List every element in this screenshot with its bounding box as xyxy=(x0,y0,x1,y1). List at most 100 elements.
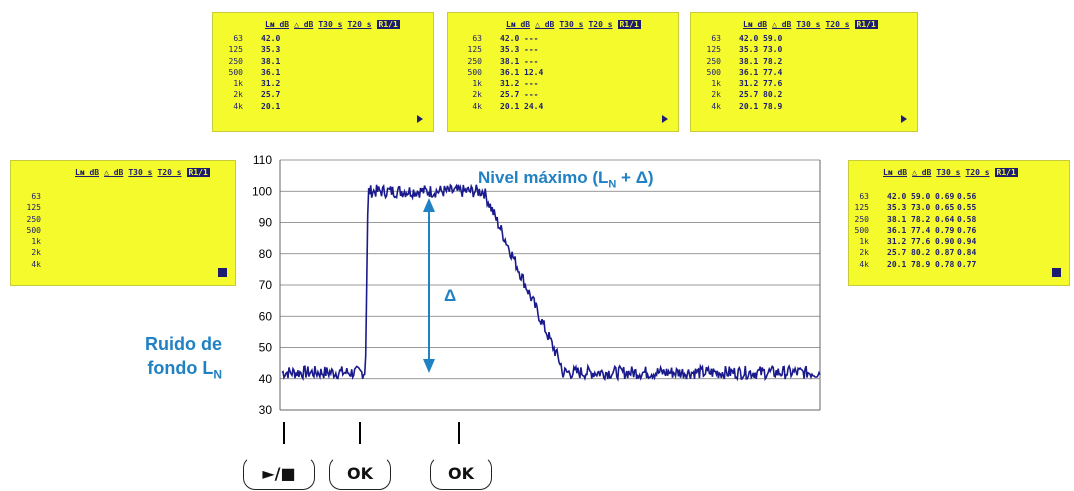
lcd-row: 2k 25.7 80.2 0.87 0.84 xyxy=(849,247,1069,258)
play-indicator-icon xyxy=(417,115,423,123)
freq-label: 4k xyxy=(233,101,243,111)
value-t20: 0.58 xyxy=(957,214,977,224)
freq-label: 63 xyxy=(472,34,482,43)
value-delta: 77.6 xyxy=(763,79,783,89)
freq-label: 4k xyxy=(472,101,482,111)
y-tick-label: 50 xyxy=(259,341,273,355)
lcd-row: 250 38.1 78.2 xyxy=(691,56,917,67)
lcd-row: 1k 31.2 77.6 0.90 0.94 xyxy=(849,236,1069,247)
freq-label: 125 xyxy=(26,203,41,213)
lcd-row: 125 35.3 73.0 xyxy=(691,44,917,55)
value-delta: 78.9 xyxy=(911,259,931,269)
ok-button-2[interactable]: OK xyxy=(430,456,492,490)
freq-label: 1k xyxy=(233,79,243,89)
lcd-rows: 63 42.0 59.0 125 35.3 73.0 250 38.1 78.2 500 36.1 7… xyxy=(691,33,917,112)
value-delta: 80.2 xyxy=(911,248,931,258)
freq-label: 500 xyxy=(467,67,482,77)
lcd-screen-right: Lɴ dB △ dB T30 s T20 s R1/1 63 42.0 59.0 0.69 0.… xyxy=(848,160,1070,286)
value-ln: 20.1 xyxy=(739,101,759,111)
lcd-screen-left: Lɴ dB △ dB T30 s T20 s R1/1 63 125 250 500 1k 2k 4… xyxy=(10,160,236,286)
stop-indicator-icon xyxy=(1052,268,1061,277)
value-ln: 38.1 xyxy=(261,56,281,66)
r-badge: R1/1 xyxy=(376,20,400,29)
value-ln: 31.2 xyxy=(887,237,907,247)
freq-label: 63 xyxy=(859,192,869,201)
lcd-row: 500 36.1 77.4 0.79 0.76 xyxy=(849,225,1069,236)
lcd-row: 250 38.1 78.2 0.64 0.58 xyxy=(849,214,1069,225)
freq-label: 250 xyxy=(228,56,243,66)
lcd-row: 1k xyxy=(11,236,235,247)
value-ln: 31.2 xyxy=(500,79,520,89)
y-tick-label: 30 xyxy=(259,403,273,417)
value-ln: 35.3 xyxy=(500,45,520,55)
lcd-row: 63 42.0 59.0 xyxy=(691,33,917,44)
lcd-row: 2k 25.7 xyxy=(213,89,433,100)
freq-label: 500 xyxy=(706,67,721,77)
value-delta: 77.4 xyxy=(763,67,783,77)
value-delta: --- xyxy=(524,34,539,43)
lcd-row: 1k 31.2 xyxy=(213,78,433,89)
lcd-row: 4k 20.1 xyxy=(213,101,433,112)
timeline-tick xyxy=(458,422,460,444)
freq-label: 1k xyxy=(711,79,721,89)
freq-label: 1k xyxy=(472,79,482,89)
freq-label: 500 xyxy=(854,225,869,235)
value-ln: 20.1 xyxy=(261,101,281,111)
lcd-row: 63 42.0 59.0 0.69 0.56 xyxy=(849,191,1069,202)
start-stop-button[interactable]: ►/■ xyxy=(243,456,315,490)
freq-label: 125 xyxy=(706,45,721,55)
value-delta: 78.2 xyxy=(763,56,783,66)
lcd-row: 250 38.1 xyxy=(213,56,433,67)
value-t20: 0.76 xyxy=(957,225,977,235)
lcd-row: 4k 20.1 78.9 xyxy=(691,101,917,112)
freq-label: 4k xyxy=(859,259,869,269)
lcd-row: 125 35.3 73.0 0.65 0.55 xyxy=(849,202,1069,213)
level-trace xyxy=(281,183,821,383)
lcd-row: 4k xyxy=(11,259,235,270)
freq-label: 250 xyxy=(854,214,869,224)
y-tick-label: 70 xyxy=(259,278,273,292)
freq-label: 500 xyxy=(228,67,243,77)
value-delta: 78.9 xyxy=(763,101,783,111)
lcd-rows: 63 42.0 59.0 0.69 0.56 125 35.3 73.0 0.65 0.55 250… xyxy=(849,191,1069,270)
value-delta: --- xyxy=(524,56,539,66)
value-delta: 59.0 xyxy=(911,192,931,201)
lcd-row: 63 42.0 --- xyxy=(448,33,678,44)
lcd-rows: 63 125 250 500 1k 2k 4k xyxy=(11,191,235,270)
freq-label: 125 xyxy=(467,45,482,55)
lcd-screen-top-1: Lɴ dB △ dB T30 s T20 s R1/1 63 42.0 125 35.3 250… xyxy=(212,12,434,132)
value-ln: 35.3 xyxy=(739,45,759,55)
value-ln: 38.1 xyxy=(887,214,907,224)
timeline-tick xyxy=(283,422,285,444)
value-delta: 59.0 xyxy=(763,34,783,43)
value-ln: 42.0 xyxy=(500,34,520,43)
lcd-rows: 63 42.0 --- 125 35.3 --- 250 38.1 --- 500 36.1 12.4… xyxy=(448,33,678,112)
lcd-row: 2k 25.7 --- xyxy=(448,89,678,100)
freq-label: 125 xyxy=(228,45,243,55)
value-ln: 20.1 xyxy=(887,259,907,269)
stop-indicator-icon xyxy=(218,268,227,277)
value-ln: 42.0 xyxy=(887,192,907,201)
lcd-row: 1k 31.2 --- xyxy=(448,78,678,89)
value-t30: 0.87 xyxy=(935,248,955,258)
lcd-screen-top-2: Lɴ dB △ dB T30 s T20 s R1/1 63 42.0 --- 125 35.3… xyxy=(447,12,679,132)
value-t30: 0.79 xyxy=(935,225,955,235)
freq-label: 2k xyxy=(711,90,721,100)
y-tick-label: 90 xyxy=(259,216,273,230)
value-delta: --- xyxy=(524,45,539,55)
lcd-row: 500 36.1 12.4 xyxy=(448,67,678,78)
y-tick-label: 60 xyxy=(259,309,273,323)
value-ln: 25.7 xyxy=(261,90,281,100)
value-ln: 25.7 xyxy=(887,248,907,258)
ok-button-1[interactable]: OK xyxy=(329,456,391,490)
lcd-screen-top-3: Lɴ dB △ dB T30 s T20 s R1/1 63 42.0 59.0 125 35.… xyxy=(690,12,918,132)
value-ln: 20.1 xyxy=(500,101,520,111)
lcd-header: Lɴ dB △ dB T30 s T20 s R1/1 xyxy=(506,20,641,29)
value-ln: 25.7 xyxy=(739,90,759,100)
value-delta: 24.4 xyxy=(524,101,544,111)
freq-label: 63 xyxy=(31,192,41,201)
freq-label: 2k xyxy=(233,90,243,100)
freq-label: 1k xyxy=(31,237,41,247)
lcd-row: 2k xyxy=(11,247,235,258)
lcd-row: 63 xyxy=(11,191,235,202)
